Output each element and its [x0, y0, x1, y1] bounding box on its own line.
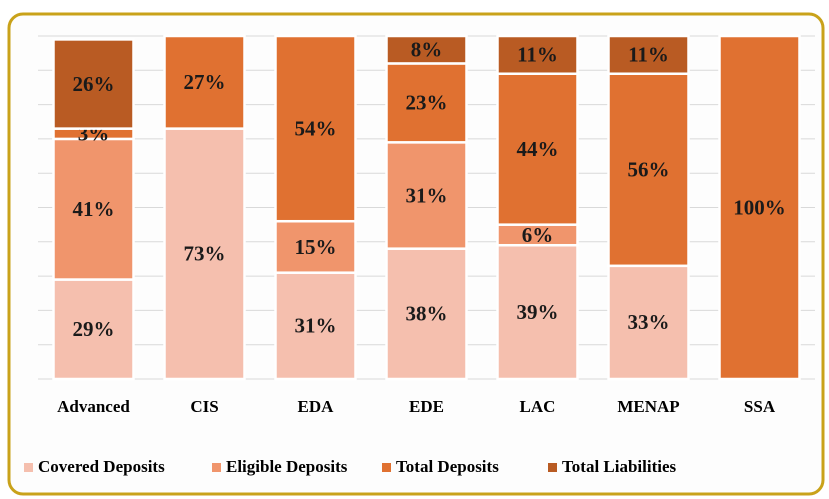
data-label: 73%: [184, 242, 226, 266]
bar-segment: [385, 62, 468, 144]
data-label: 27%: [184, 70, 226, 94]
bar-segment: [385, 141, 468, 250]
legend-label: Eligible Deposits: [226, 457, 348, 476]
bar-segment: [163, 34, 246, 130]
data-label: 31%: [406, 183, 448, 207]
bar-segment: [496, 34, 579, 75]
data-label: 23%: [406, 91, 448, 115]
x-tick-label: EDA: [298, 397, 335, 416]
bar-segment: [385, 247, 468, 381]
legend-swatch: [382, 463, 391, 472]
bar-segment: [52, 278, 135, 381]
bar-segment: [607, 34, 690, 75]
bar-segment: [496, 72, 579, 226]
bar-segment: [718, 34, 801, 381]
data-label: 8%: [411, 38, 443, 62]
bar-segment: [274, 34, 357, 223]
bar-segment: [163, 127, 246, 381]
data-label: 31%: [295, 314, 337, 338]
bar-segment: [607, 264, 690, 381]
bar-segment: [52, 137, 135, 281]
bar-segment: [274, 219, 357, 274]
data-label: 11%: [517, 43, 558, 67]
legend-swatch: [212, 463, 221, 472]
legend-swatch: [548, 463, 557, 472]
x-tick-label: EDE: [409, 397, 444, 416]
data-label: 44%: [517, 137, 559, 161]
bar-segment: [274, 271, 357, 381]
data-label: 54%: [295, 116, 337, 140]
data-label: 41%: [73, 197, 115, 221]
data-label: 26%: [73, 72, 115, 96]
data-label: 38%: [406, 302, 448, 326]
legend-label: Covered Deposits: [38, 457, 165, 476]
x-tick-label: Advanced: [57, 397, 130, 416]
x-tick-label: CIS: [190, 397, 218, 416]
x-tick-label: LAC: [520, 397, 556, 416]
data-label: 56%: [628, 158, 670, 182]
data-label: 39%: [517, 300, 559, 324]
data-label: 100%: [733, 195, 786, 219]
legend-label: Total Deposits: [396, 457, 499, 476]
data-label: 33%: [628, 310, 670, 334]
legend-swatch: [24, 463, 33, 472]
data-label: 11%: [628, 43, 669, 67]
data-label: 6%: [522, 223, 554, 247]
data-label: 15%: [295, 235, 337, 259]
data-label: 29%: [73, 317, 115, 341]
x-tick-label: MENAP: [617, 397, 679, 416]
bar-segment: [385, 34, 468, 65]
legend-label: Total Liabilities: [562, 457, 677, 476]
x-tick-label: SSA: [744, 397, 776, 416]
bar-segment: [52, 38, 135, 130]
